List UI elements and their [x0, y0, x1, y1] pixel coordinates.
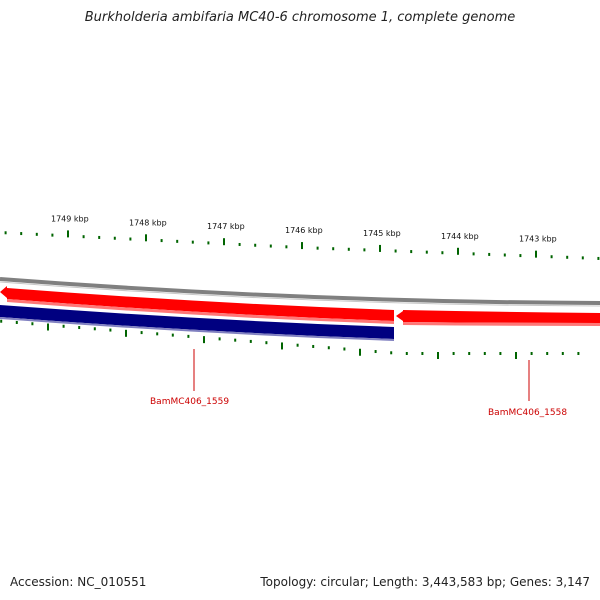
lower-tick-row: [0, 319, 580, 359]
tick-label: 1746 kbp: [285, 226, 323, 235]
gene-label-1559: BamMC406_1559: [150, 397, 229, 407]
tick-label: 1743 kbp: [519, 235, 557, 244]
red-feature-right-shadow: [403, 322, 600, 326]
tick-label: 1747 kbp: [207, 222, 245, 231]
red-feature-right: [396, 310, 600, 323]
red-feature-left: [0, 286, 394, 321]
upper-tick-row: [4, 230, 600, 260]
tick-label: 1748 kbp: [129, 218, 167, 227]
gray-backbone-track: [0, 277, 600, 305]
accession-label: Accession: NC_010551: [10, 575, 147, 589]
blue-feature: [0, 305, 394, 339]
blue-feature-outline: [0, 317, 394, 341]
genome-summary: Topology: circular; Length: 3,443,583 bp…: [260, 575, 590, 589]
tick-label-row: 1749 kbp 1748 kbp 1747 kbp 1746 kbp 1745 kbp…: [51, 214, 557, 243]
gray-backbone-track-light: [0, 281, 600, 307]
page-title: Burkholderia ambifaria MC40-6 chromosome…: [84, 10, 516, 25]
tick-label: 1749 kbp: [51, 214, 89, 223]
gene-label-1558: BamMC406_1558: [488, 408, 567, 418]
tick-label: 1744 kbp: [441, 232, 479, 241]
red-feature-left-shadow: [7, 299, 394, 324]
tick-label: 1745 kbp: [363, 229, 401, 238]
